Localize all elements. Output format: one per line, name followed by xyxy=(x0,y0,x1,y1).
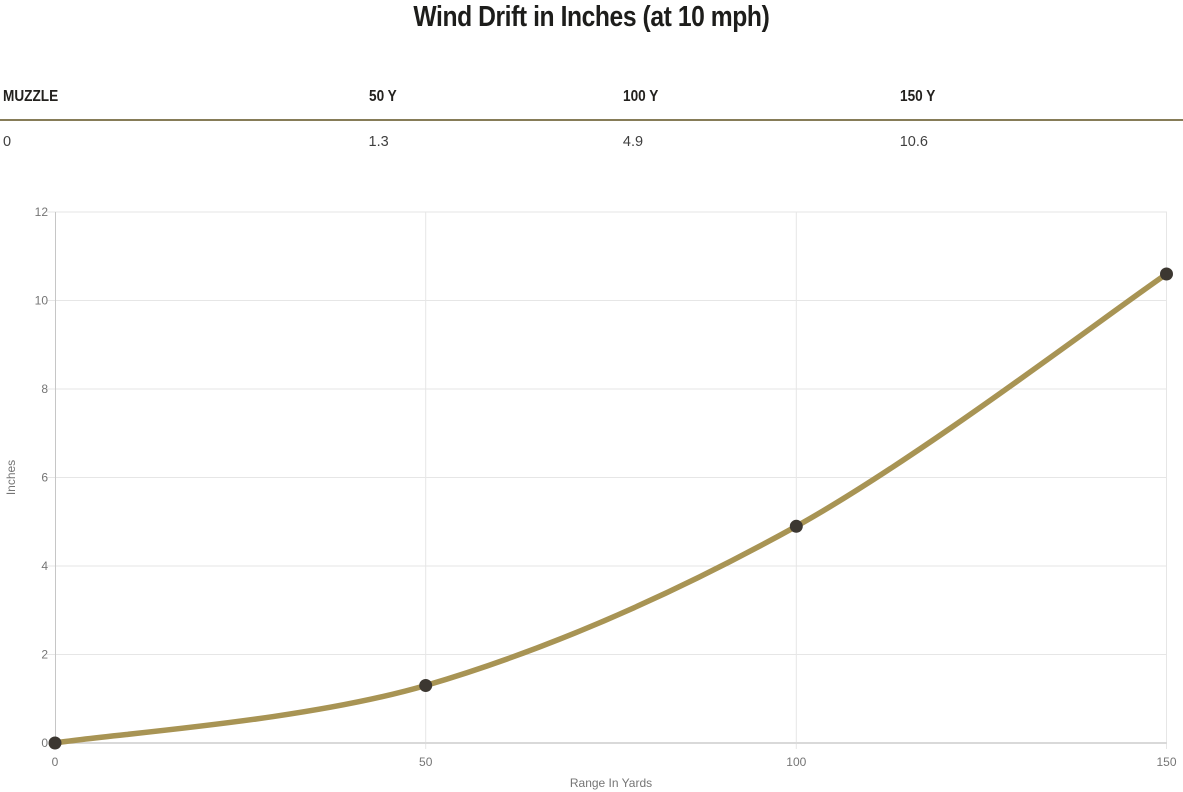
x-gridlines xyxy=(425,212,1167,749)
table-divider xyxy=(0,119,1183,121)
x-tick-0: 0 xyxy=(52,755,59,769)
data-point-50y[interactable] xyxy=(419,679,433,692)
x-tick-100: 100 xyxy=(786,755,806,769)
x-tick-50: 50 xyxy=(419,755,433,769)
data-point-150y[interactable] xyxy=(1160,267,1173,281)
y-tick-2: 2 xyxy=(41,648,48,662)
x-axis-title: Range In Yards xyxy=(570,776,652,790)
y-tick-6: 6 xyxy=(41,471,48,485)
x-tick-150: 150 xyxy=(1156,755,1176,769)
y-axis-title: Inches xyxy=(4,460,18,495)
value-100y: 4.9 xyxy=(622,134,644,150)
drift-table: MUZZLE 50 Y 100 Y 150 Y 0 1.3 4.9 10.6 xyxy=(0,84,1183,160)
data-points xyxy=(48,267,1173,750)
column-header-50y: 50 Y xyxy=(368,88,397,105)
y-tick-10: 10 xyxy=(35,294,49,308)
x-tick-labels: 0 50 100 150 xyxy=(52,755,1177,769)
data-point-muzzle[interactable] xyxy=(48,736,62,750)
column-header-150y: 150 Y xyxy=(899,88,936,105)
column-header-100y: 100 Y xyxy=(622,88,659,105)
value-150y: 10.6 xyxy=(899,134,928,150)
y-tick-12: 12 xyxy=(35,205,49,219)
column-header-muzzle: MUZZLE xyxy=(3,88,59,105)
y-tick-8: 8 xyxy=(41,382,48,396)
data-point-100y[interactable] xyxy=(789,519,803,533)
y-tick-labels: 12 10 8 6 4 2 0 xyxy=(35,205,49,750)
table-header-row: MUZZLE 50 Y 100 Y 150 Y xyxy=(0,84,1183,119)
y-gridlines xyxy=(47,211,1167,655)
page-title-text: Wind Drift in Inches (at 10 mph) xyxy=(413,1,770,33)
wind-drift-series-line[interactable] xyxy=(52,271,1170,746)
table-value-row: 0 1.3 4.9 10.6 xyxy=(0,121,1183,160)
value-muzzle: 0 xyxy=(3,134,12,150)
value-50y: 1.3 xyxy=(368,134,389,150)
page-title: Wind Drift in Inches (at 10 mph) xyxy=(0,1,1183,34)
y-tick-0: 0 xyxy=(41,736,48,750)
y-tick-4: 4 xyxy=(41,559,48,573)
